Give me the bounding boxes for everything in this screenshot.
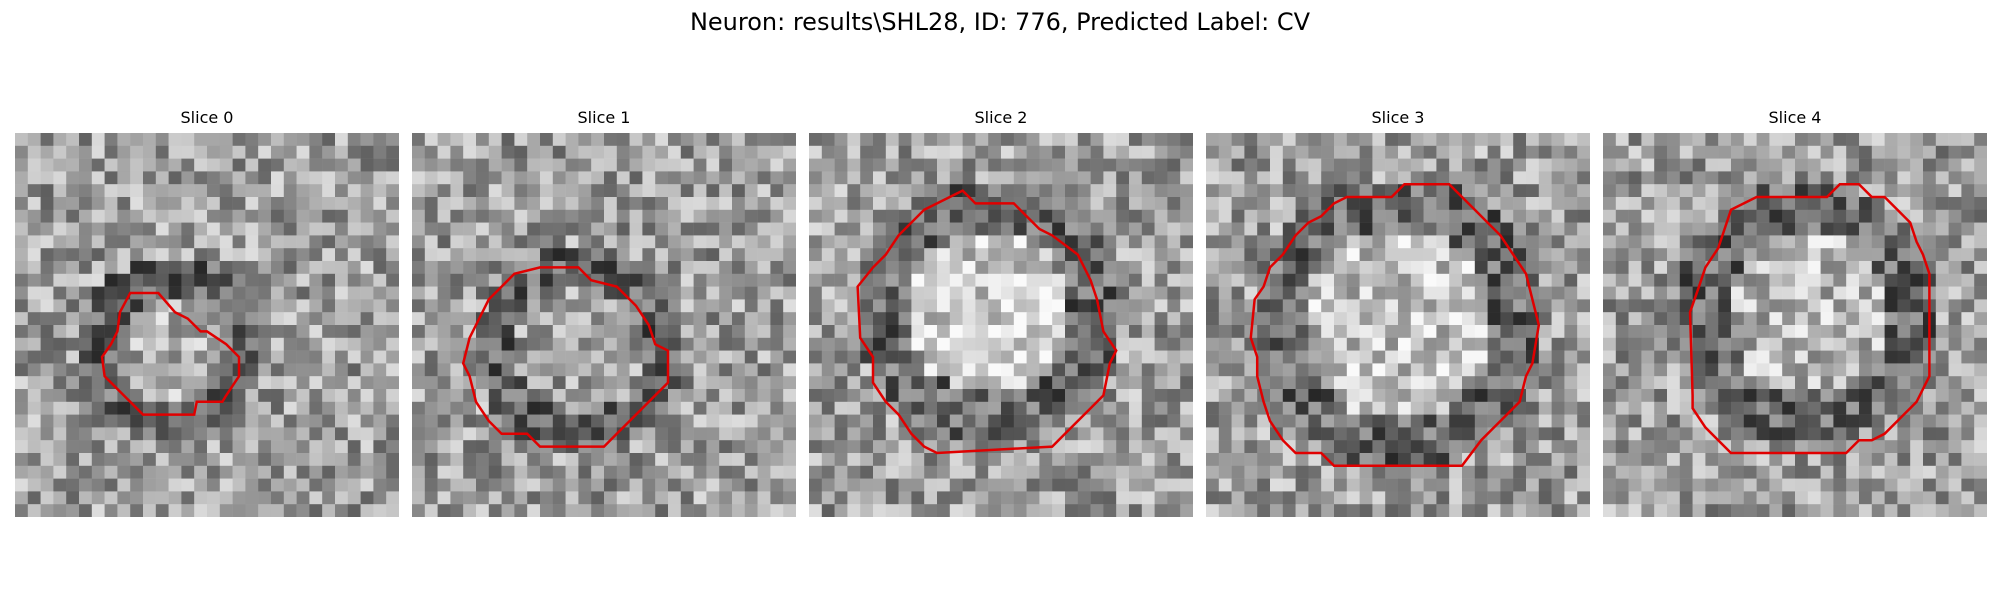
slice-title: Slice 1 xyxy=(577,108,631,127)
grayscale-pixels xyxy=(809,133,1193,517)
slice-image-4 xyxy=(1603,133,1987,517)
slice-panel-4: Slice 4 xyxy=(1603,107,1987,517)
grayscale-pixels xyxy=(412,133,796,517)
cell-contour xyxy=(1251,184,1539,466)
grayscale-pixels xyxy=(1603,133,1987,517)
slice-title: Slice 3 xyxy=(1371,108,1425,127)
grayscale-pixels xyxy=(1206,133,1590,517)
cell-contour xyxy=(463,267,668,446)
slice-image-3 xyxy=(1206,133,1590,517)
slice-panel-1: Slice 1 xyxy=(412,107,796,517)
slice-panel-3: Slice 3 xyxy=(1206,107,1590,517)
grayscale-pixels xyxy=(15,133,399,517)
slice-title: Slice 0 xyxy=(180,108,234,127)
slice-title: Slice 4 xyxy=(1768,108,1822,127)
figure-title: Neuron: results\SHL28, ID: 776, Predicte… xyxy=(689,8,1311,36)
slice-panel-0: Slice 0 xyxy=(15,107,399,517)
cell-contour xyxy=(1690,184,1929,453)
cell-contour xyxy=(102,293,239,415)
slice-image-1 xyxy=(412,133,796,517)
slice-panel-2: Slice 2 xyxy=(809,107,1193,517)
slice-title: Slice 2 xyxy=(974,108,1028,127)
slice-image-2 xyxy=(809,133,1193,517)
cell-contour xyxy=(858,191,1117,453)
slice-image-0 xyxy=(15,133,399,517)
